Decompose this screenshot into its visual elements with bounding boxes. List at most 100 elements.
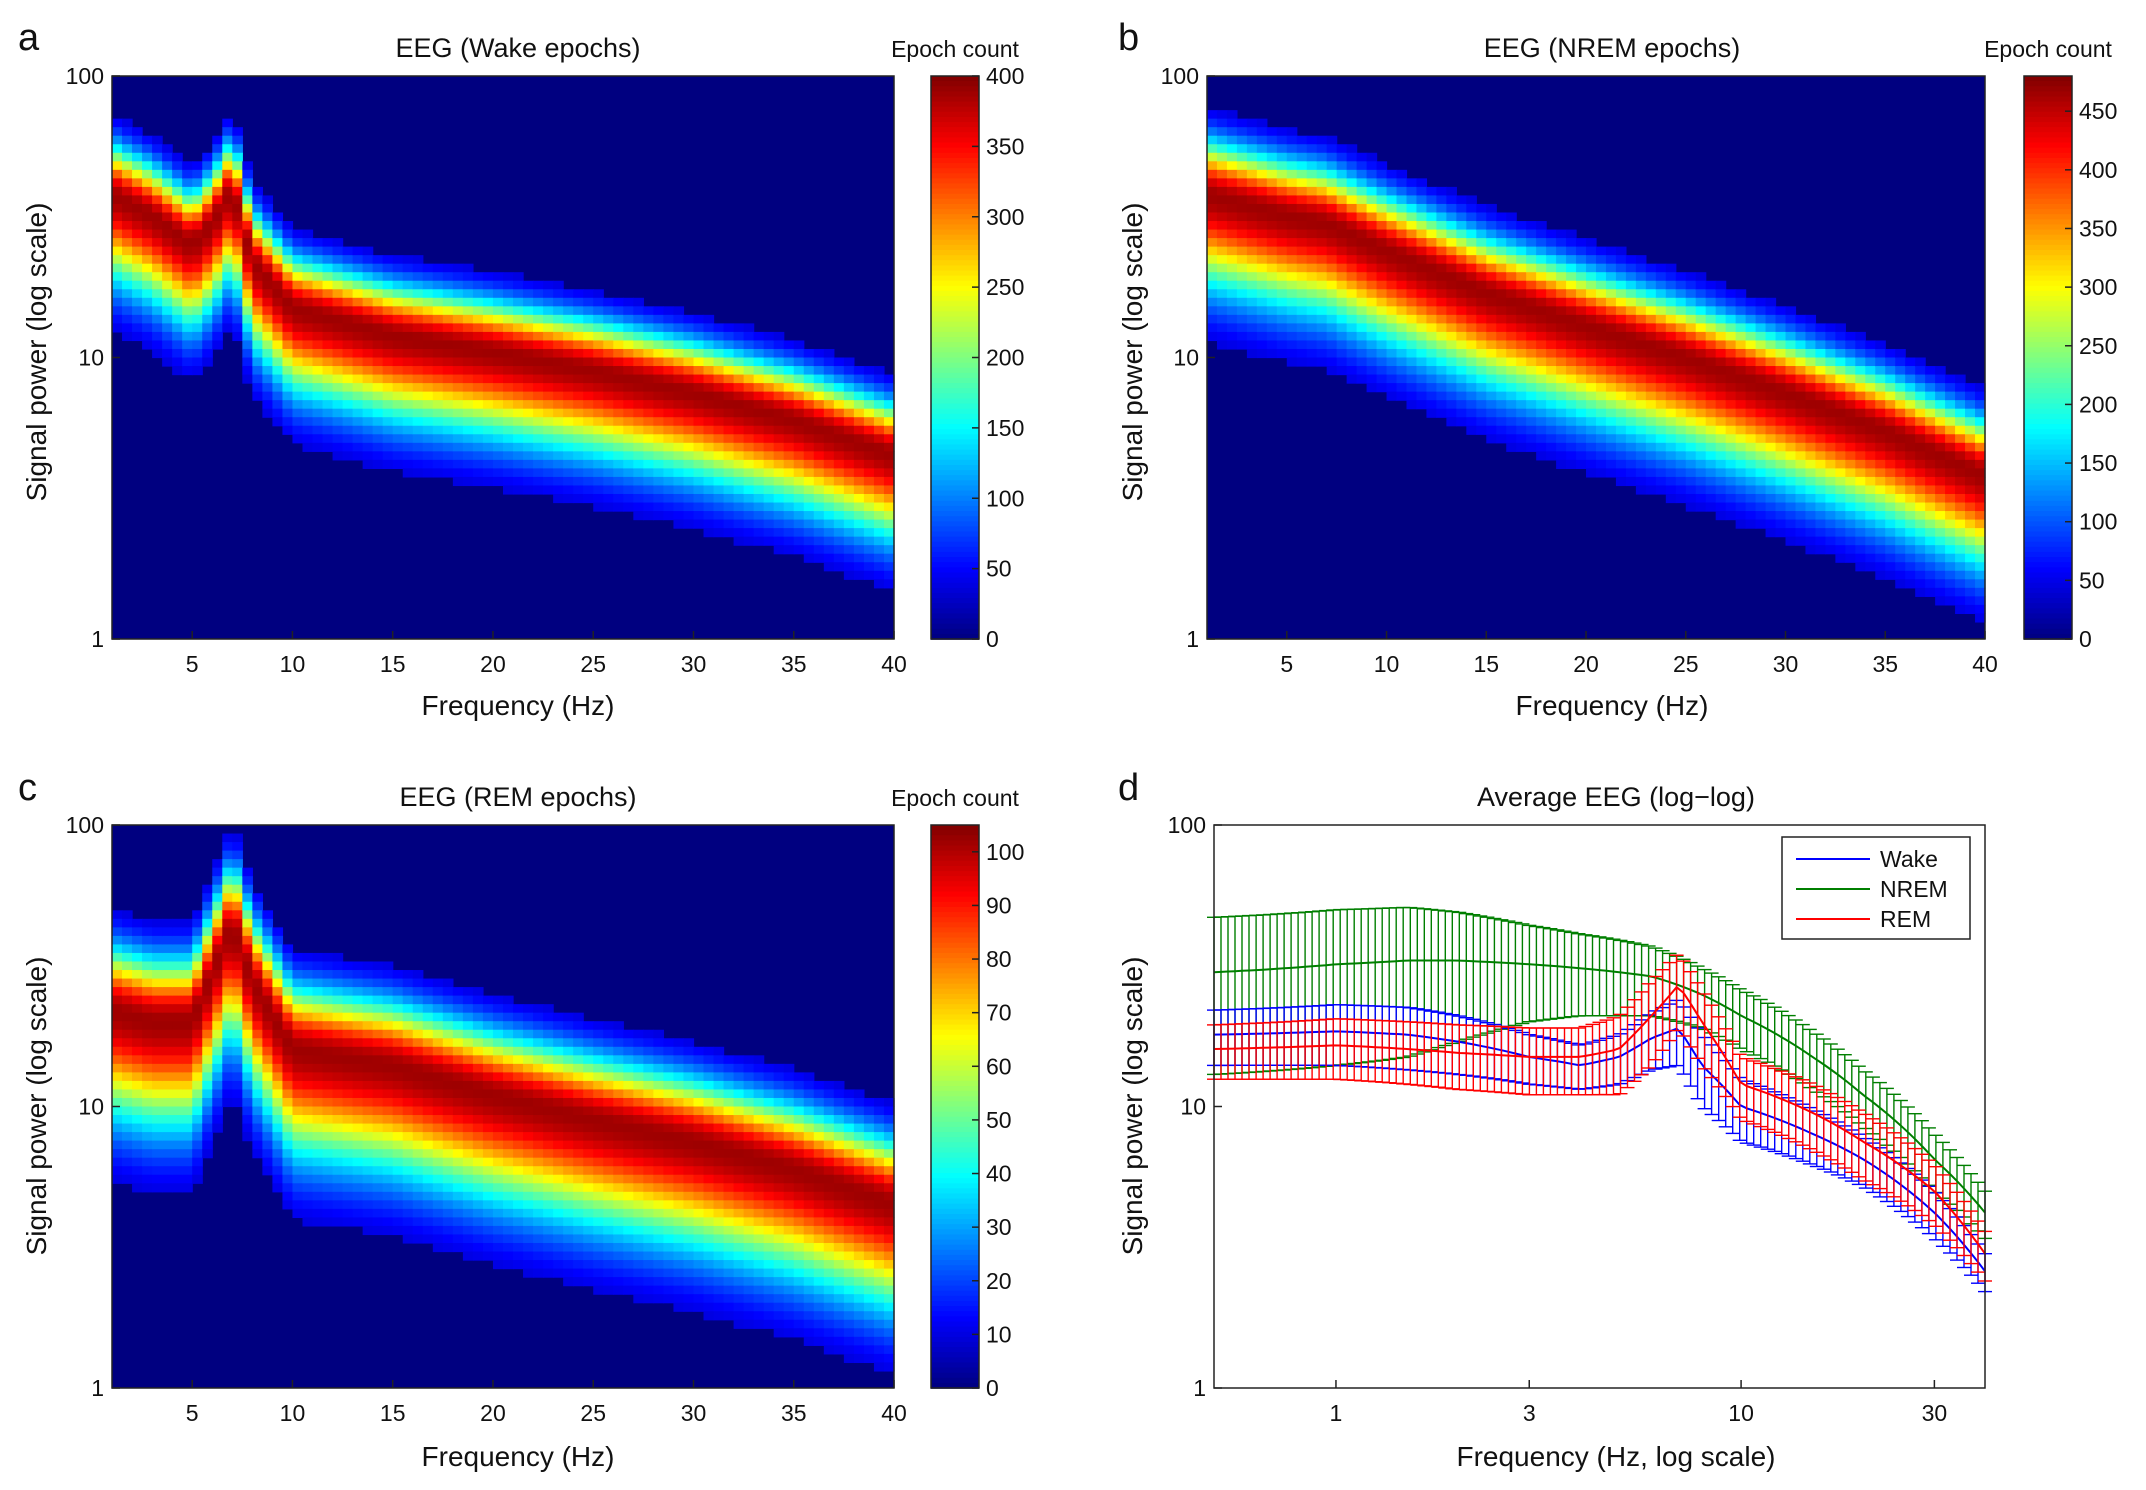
heatmap-cell [523,366,534,376]
heatmap-cell [583,391,594,401]
heatmap-cell [633,306,644,316]
heatmap-cell [1715,417,1727,427]
heatmap-cell [1805,485,1817,495]
heatmap-cell [793,468,805,478]
heatmap-cell [1925,502,1936,512]
heatmap-cell [1915,587,1926,597]
heatmap-cell [1276,161,1288,171]
heatmap-cell [1955,468,1966,478]
heatmap-cell [723,348,735,359]
heatmap-cell [1935,528,1946,538]
heatmap-cell [713,383,725,393]
heatmap-cell [1266,135,1278,145]
heatmap-cell [122,1157,133,1167]
heatmap-cell [1615,348,1627,359]
heatmap-cell [122,297,133,307]
heatmap-cell [623,442,634,452]
heatmap-cell [252,280,263,290]
heatmap-cell [1476,366,1487,376]
heatmap-cell [1376,203,1388,214]
heatmap-cell [142,246,153,256]
heatmap-cell [643,434,654,444]
colorbar-band [2024,270,2072,277]
heatmap-cell [322,348,334,359]
heatmap-cell [332,417,344,427]
heatmap-cell [1745,451,1757,461]
heatmap-cell [412,331,424,342]
heatmap-cell [282,221,294,231]
heatmap-cell [302,348,314,359]
heatmap-cell [1755,323,1767,333]
heatmap-cell [803,408,815,418]
heatmap-cell [422,383,434,393]
heatmap-cell [523,357,534,367]
heatmap-cell [152,280,163,290]
heatmap-cell [1356,272,1368,282]
heatmap-cell [252,186,263,197]
heatmap-cell [1366,186,1378,197]
heatmap-cell [1615,374,1627,384]
heatmap-cell [1825,323,1836,333]
heatmap-cell [372,272,384,282]
heatmap-cell [1845,493,1856,504]
heatmap-cell [1496,297,1507,307]
heatmap-cell [142,152,153,162]
heatmap-cell [583,357,594,367]
heatmap-cell [1845,408,1856,418]
heatmap-cell [112,1089,123,1099]
heatmap-cell [1925,459,1936,469]
heatmap-cell [142,1063,153,1073]
heatmap-cell [623,306,634,316]
heatmap-cell [262,970,274,980]
heatmap-cell [703,366,715,376]
heatmap-cell [1256,238,1268,248]
heatmap-cell [1226,255,1238,265]
heatmap-cell [1655,408,1667,418]
heatmap-cell [192,348,203,359]
heatmap-cell [232,978,243,988]
heatmap-cell [272,987,284,997]
heatmap-cell [262,229,274,239]
heatmap-cell [1745,459,1757,469]
heatmap-cell [192,1149,203,1159]
heatmap-cell [713,357,725,367]
heatmap-cell [1576,348,1587,359]
heatmap-cell [1436,391,1447,401]
heatmap-cell [242,1055,253,1065]
heatmap-cell [1655,442,1667,452]
heatmap-cell [1326,331,1338,342]
heatmap-cell [713,408,725,418]
heatmap-cell [1895,519,1906,529]
colorbar-band [2024,454,2072,461]
heatmap-cell [1675,485,1687,495]
heatmap-cell [112,314,123,324]
heatmap-cell [1765,331,1777,342]
heatmap-cell [1526,263,1537,273]
heatmap-cell [1306,297,1318,307]
heatmap-cell [222,884,233,894]
heatmap-cell [262,212,274,222]
heatmap-cell [833,476,845,487]
heatmap-cell [142,927,153,937]
heatmap-cell [162,927,173,937]
heatmap-cell [442,297,454,307]
heatmap-cell [1416,366,1428,376]
heatmap-cell [1685,323,1697,333]
heatmap-cell [422,323,434,333]
heatmap-cell [232,833,243,843]
heatmap-cell [1975,596,1986,606]
heatmap-cell [1596,366,1607,376]
heatmap-cell [1795,340,1807,350]
heatmap-cell [1675,366,1687,376]
colorbar-tick-label: 150 [2079,450,2117,476]
heatmap-cell [1466,314,1477,324]
heatmap-cell [1216,340,1228,350]
heatmap-cell [1556,238,1567,248]
heatmap-cell [1216,246,1228,256]
heatmap-cell [122,1089,133,1099]
heatmap-cell [833,434,845,444]
colorbar-band [2024,203,2072,210]
heatmap-cell [262,1080,274,1091]
heatmap-cell [1226,263,1238,273]
heatmap-cell [1955,485,1966,495]
